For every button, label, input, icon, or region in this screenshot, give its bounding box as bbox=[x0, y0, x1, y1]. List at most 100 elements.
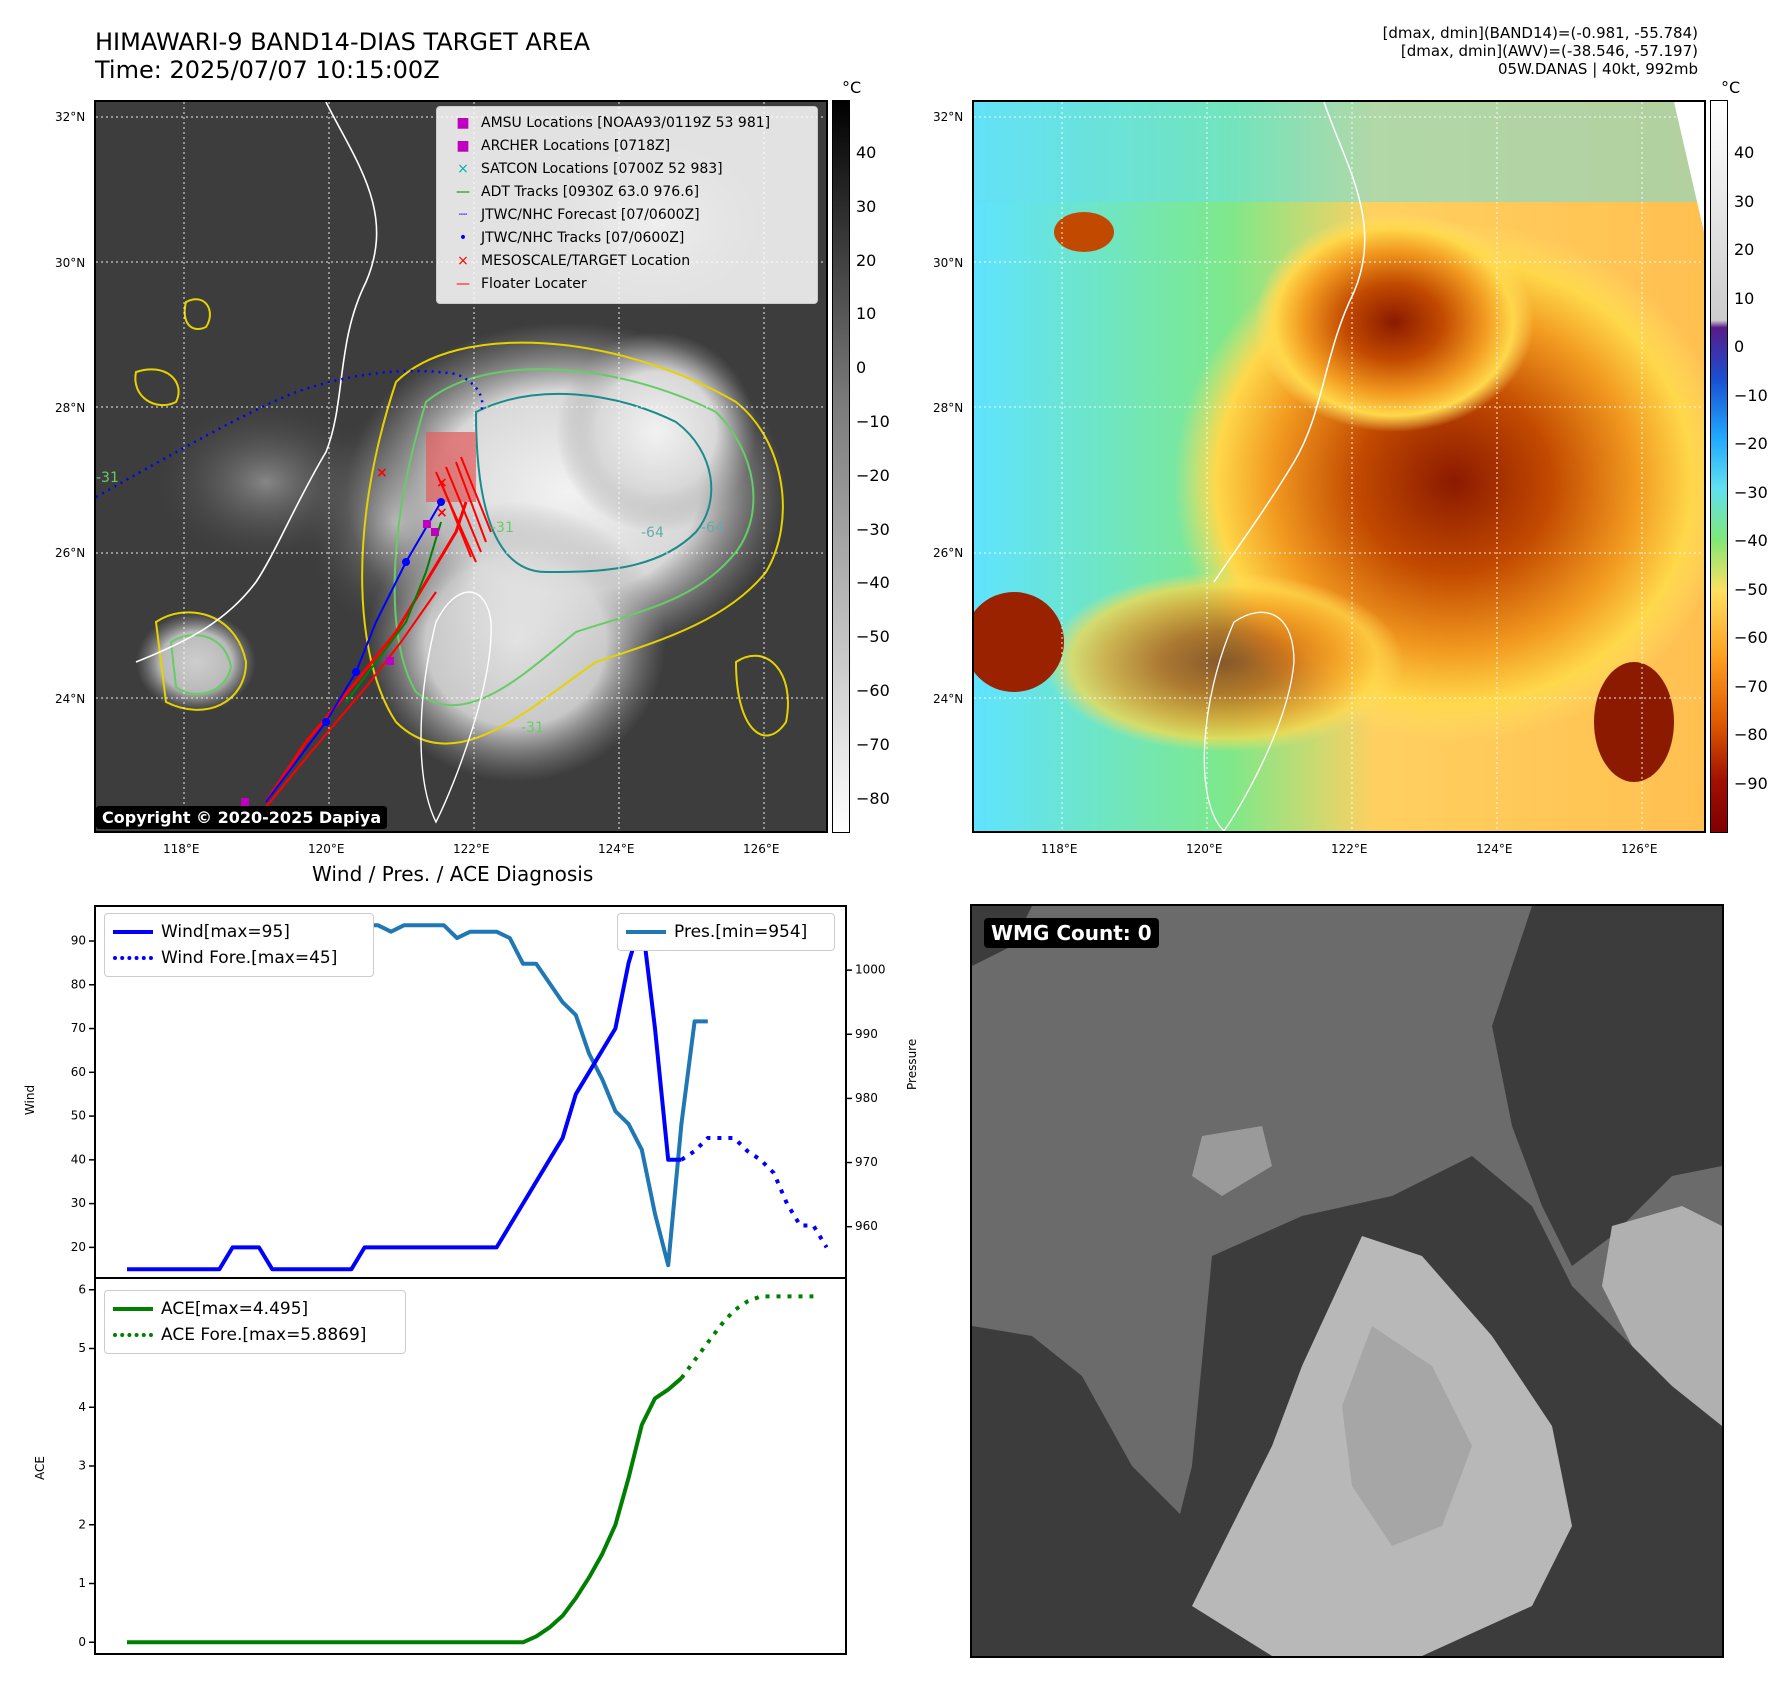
pressure-tick-label: 960 bbox=[855, 1219, 878, 1233]
x-marker-icon: × bbox=[457, 161, 469, 177]
legend-ace-fore: ACE Fore.[max=5.8869] bbox=[113, 1325, 366, 1345]
map-legend: ■ AMSU Locations [NOAA93/0119Z 53 981] ■ A… bbox=[436, 106, 818, 304]
dot-line-icon: • bbox=[458, 230, 468, 246]
lon-label: 122°E bbox=[453, 842, 490, 856]
info-line-2: [dmax, dmin](AWV)=(-38.546, -57.197) bbox=[1400, 42, 1698, 60]
solid-line-icon bbox=[113, 1307, 153, 1311]
lat-label: 24°N bbox=[933, 692, 964, 706]
legend-pres: Pres.[min=954] bbox=[626, 922, 807, 942]
wind-series-line bbox=[127, 917, 682, 1272]
colorbar-right-unit: °C bbox=[1721, 78, 1741, 97]
contour-label: -64 bbox=[701, 520, 724, 536]
colorbar-tick: 20 bbox=[1734, 240, 1755, 259]
pressure-tick-label: 1000 bbox=[855, 963, 886, 977]
legend-item-adt: — ADT Tracks [0930Z 63.0 976.6] bbox=[445, 184, 699, 200]
line-icon: — bbox=[456, 276, 470, 292]
info-block: [dmax, dmin](BAND14)=(-0.981, -55.784) [… bbox=[1383, 24, 1698, 78]
legend-label: Floater Locater bbox=[481, 276, 587, 292]
ace-forecast-series-line bbox=[679, 1294, 814, 1380]
awv-map-image bbox=[974, 102, 1704, 831]
lon-label: 120°E bbox=[308, 842, 345, 856]
colorbar-tick: −10 bbox=[1734, 385, 1768, 405]
legend-label: ADT Tracks [0930Z 63.0 976.6] bbox=[481, 184, 700, 200]
title-line-1: HIMAWARI-9 BAND14-DIAS TARGET AREA bbox=[95, 28, 591, 56]
pressure-tick-label: 980 bbox=[855, 1091, 878, 1105]
legend-wind: Wind[max=95] bbox=[113, 922, 290, 942]
wind-tick-label: 50 bbox=[71, 1109, 86, 1123]
contour-label: -31 bbox=[521, 720, 544, 736]
contour-label: -64 bbox=[641, 525, 664, 541]
ace-legend: ACE[max=4.495] ACE Fore.[max=5.8869] bbox=[104, 1290, 406, 1354]
colorbar-tick: −30 bbox=[856, 519, 890, 539]
info-line-1: [dmax, dmin](BAND14)=(-0.981, -55.784) bbox=[1382, 24, 1698, 42]
wind-tick-label: 90 bbox=[71, 934, 86, 948]
solid-line-icon bbox=[113, 930, 153, 934]
legend-item-floater: — Floater Locater bbox=[445, 276, 587, 292]
lat-label: 30°N bbox=[933, 256, 964, 270]
square-icon: ■ bbox=[456, 138, 470, 154]
ace-tick-label: 3 bbox=[78, 1459, 86, 1473]
legend-label: SATCON Locations [0700Z 52 983] bbox=[481, 161, 723, 177]
contour-label: -31 bbox=[491, 520, 514, 536]
wind-tick-label: 80 bbox=[71, 977, 86, 991]
lon-label: 124°E bbox=[598, 842, 635, 856]
title-line-2: Time: 2025/07/07 10:15:00Z bbox=[95, 56, 440, 84]
svg-text:×: × bbox=[376, 465, 388, 481]
figure-title: HIMAWARI-9 BAND14-DIAS TARGET AREA Time:… bbox=[95, 28, 590, 84]
pressure-legend: Pres.[min=954] bbox=[617, 913, 835, 951]
lon-label: 118°E bbox=[1041, 842, 1078, 856]
lat-label: 26°N bbox=[55, 546, 86, 560]
wind-tick-label: 70 bbox=[71, 1021, 86, 1035]
lon-label: 126°E bbox=[743, 842, 780, 856]
lon-label: 122°E bbox=[1331, 842, 1368, 856]
lon-label: 124°E bbox=[1476, 842, 1513, 856]
lon-label: 126°E bbox=[1621, 842, 1658, 856]
wind-axis-label: Wind bbox=[23, 1085, 37, 1115]
pressure-axis-label: Pressure bbox=[905, 1038, 919, 1090]
lat-label: 30°N bbox=[55, 256, 86, 270]
legend-item-amsu: ■ AMSU Locations [NOAA93/0119Z 53 981] bbox=[445, 115, 770, 131]
lat-label: 32°N bbox=[933, 110, 964, 124]
colorbar-tick: −80 bbox=[1734, 725, 1768, 744]
wmg-panel: WMG Count: 0 bbox=[970, 904, 1724, 1658]
colorbar-tick: −70 bbox=[856, 734, 890, 754]
svg-text:×: × bbox=[436, 475, 448, 491]
colorbar-tick: 0 bbox=[1734, 337, 1745, 356]
legend-label: MESOSCALE/TARGET Location bbox=[481, 253, 691, 269]
lat-label: 26°N bbox=[933, 546, 964, 560]
legend-item-jtwc-tracks: • JTWC/NHC Tracks [07/0600Z] bbox=[445, 230, 684, 246]
colorbar-tick: −40 bbox=[856, 573, 890, 593]
awv-map-panel bbox=[972, 100, 1706, 833]
line-icon: — bbox=[456, 184, 470, 200]
ace-series-line bbox=[127, 1376, 683, 1645]
ace-tick-label: 1 bbox=[78, 1576, 86, 1590]
colorbar-tick: 10 bbox=[1734, 288, 1755, 308]
colorbar-tick: −70 bbox=[1734, 676, 1768, 696]
colorbar-tick: −60 bbox=[1734, 628, 1768, 647]
svg-text:×: × bbox=[436, 505, 448, 521]
pressure-tick-label: 990 bbox=[855, 1027, 878, 1041]
colorbar-tick: 40 bbox=[1734, 143, 1755, 162]
colorbar-tick: −60 bbox=[856, 681, 890, 700]
legend-item-target: × MESOSCALE/TARGET Location bbox=[445, 253, 690, 269]
lon-label: 118°E bbox=[163, 842, 200, 856]
lat-label: 24°N bbox=[55, 692, 86, 706]
contour-label: -31 bbox=[96, 470, 119, 486]
legend-item-satcon: × SATCON Locations [0700Z 52 983] bbox=[445, 161, 723, 177]
dotted-line-icon bbox=[113, 956, 153, 960]
colorbar-tick: −50 bbox=[856, 627, 890, 647]
legend-label: JTWC/NHC Forecast [07/0600Z] bbox=[481, 207, 700, 223]
colorbar-tick: −20 bbox=[1734, 434, 1768, 453]
wmg-image bbox=[972, 906, 1722, 1656]
ace-tick-label: 5 bbox=[78, 1341, 86, 1355]
wind-tick-label: 40 bbox=[71, 1152, 86, 1166]
lon-label: 120°E bbox=[1186, 842, 1223, 856]
lat-label: 28°N bbox=[933, 401, 964, 415]
wind-tick-label: 20 bbox=[71, 1240, 86, 1254]
info-line-3: 05W.DANAS | 40kt, 992mb bbox=[1497, 60, 1698, 78]
lat-label: 32°N bbox=[55, 110, 86, 124]
diagnosis-title: Wind / Pres. / ACE Diagnosis bbox=[312, 862, 594, 886]
lat-label: 28°N bbox=[55, 401, 86, 415]
legend-item-archer: ■ ARCHER Locations [0718Z] bbox=[445, 138, 670, 154]
wind-tick-label: 60 bbox=[71, 1065, 86, 1079]
